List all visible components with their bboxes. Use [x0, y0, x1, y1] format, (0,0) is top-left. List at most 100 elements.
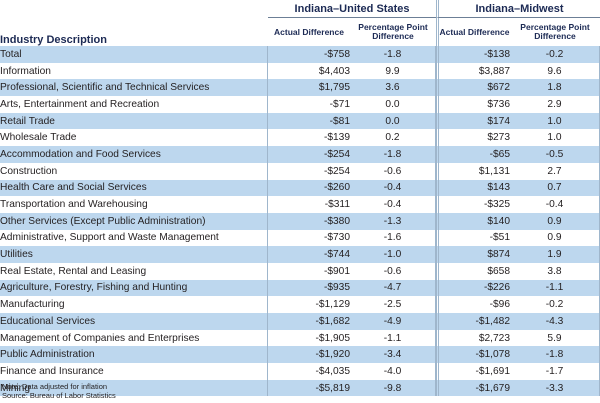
us-actual-cell: -$4,035: [268, 363, 350, 380]
mw-pct-cell: 0.9: [510, 229, 600, 247]
us-actual-cell: -$254: [268, 162, 350, 180]
mw-pct-cell: 3.8: [510, 262, 600, 280]
mw-actual-cell: $143: [436, 179, 511, 197]
mw-pct-cell: -0.4: [510, 196, 600, 213]
table-row: Real Estate, Rental and Leasing -$901 -0.6…: [0, 262, 600, 280]
table-row: Manufacturing -$1,129 -2.5 -$96 -0.2: [0, 296, 600, 313]
table-row: Retail Trade -$81 0.0 $174 1.0: [0, 112, 600, 130]
us-actual-cell: -$901: [268, 262, 350, 280]
table-row: Administrative, Support and Waste Manage…: [0, 229, 600, 247]
us-actual-cell: -$758: [268, 46, 350, 63]
table-row: Finance and Insurance -$4,035 -4.0 -$1,691-…: [0, 363, 600, 380]
mw-pct-cell: 9.6: [510, 62, 600, 80]
mw-actual-cell: $874: [436, 246, 511, 263]
mw-pct-cell: -1.7: [510, 363, 600, 380]
us-pct-cell: -4.7: [350, 279, 437, 297]
mw-actual-cell: -$1,078: [436, 346, 511, 364]
mw-pct-cell: 2.9: [510, 96, 600, 113]
industry-cell: Accommodation and Food Services: [0, 146, 268, 163]
industry-cell: Total: [0, 46, 268, 63]
mw-pct-cell: 1.0: [510, 112, 600, 130]
mw-actual-cell: $672: [436, 79, 511, 97]
us-pct-cell: -1.0: [350, 246, 437, 263]
mw-pct-cell: -1.8: [510, 346, 600, 364]
us-actual-cell: -$81: [268, 112, 350, 130]
mw-actual-cell: -$138: [436, 46, 511, 63]
mw-actual-cell: -$1,691: [436, 363, 511, 380]
mw-pct-cell: 0.7: [510, 179, 600, 197]
industry-cell: Management of Companies and Enterprises: [0, 329, 268, 347]
us-pct-cell: -4.0: [350, 363, 437, 380]
us-pct-cell: -4.9: [350, 313, 437, 330]
industry-cell: Public Administration: [0, 346, 268, 364]
mw-actual-cell: $1,131: [436, 162, 511, 180]
mw-pct-cell: 1.0: [510, 129, 600, 147]
table-row: Arts, Entertainment and Recreation -$71 0.…: [0, 96, 600, 113]
us-pct-cell: -1.1: [350, 329, 437, 347]
table-row: Agriculture, Forestry, Fishing and Hunti…: [0, 279, 600, 297]
industry-cell: Educational Services: [0, 313, 268, 330]
mw-pct-cell: -3.3: [510, 379, 600, 397]
industry-cell: Professional, Scientific and Technical S…: [0, 79, 268, 97]
table-body: Total -$758 -1.8 -$138 -0.2 Information $4,403…: [0, 46, 600, 397]
mw-pct-cell: 0.9: [510, 212, 600, 230]
us-pct-cell: 3.6: [350, 79, 437, 97]
us-actual-cell: $4,403: [268, 62, 350, 80]
industry-cell: Utilities: [0, 246, 268, 263]
mw-actual-cell: -$325: [436, 196, 511, 213]
us-actual-cell: -$254: [268, 146, 350, 163]
industry-cell: Agriculture, Forestry, Fishing and Hunti…: [0, 279, 268, 297]
industry-cell: Arts, Entertainment and Recreation: [0, 96, 268, 113]
table-row: Transportation and Warehousing -$311 -0.4-…: [0, 196, 600, 213]
mw-actual-cell: $2,723: [436, 329, 511, 347]
industry-cell: Manufacturing: [0, 296, 268, 313]
table-row: Management of Companies and Enterprises -…: [0, 329, 600, 347]
header-us-actual-difference: Actual Difference: [268, 18, 350, 46]
mw-actual-cell: -$51: [436, 229, 511, 247]
us-actual-cell: -$1,129: [268, 296, 350, 313]
industry-cell: Finance and Insurance: [0, 363, 268, 380]
mw-actual-cell: $3,887: [436, 62, 511, 80]
industry-cell: Construction: [0, 162, 268, 180]
mw-actual-cell: $140: [436, 212, 511, 230]
us-pct-cell: -9.8: [350, 379, 437, 397]
table-row: Professional, Scientific and Technical S…: [0, 79, 600, 97]
us-pct-cell: -0.4: [350, 196, 437, 213]
mw-actual-cell: -$1,482: [436, 313, 511, 330]
header-indiana-midwest: Indiana–Midwest: [436, 0, 600, 18]
table-row: Utilities -$744 -1.0 $874 1.9: [0, 246, 600, 263]
table-row: Accommodation and Food Services -$254 -1.8…: [0, 146, 600, 163]
table-row: Public Administration -$1,920 -3.4 -$1,078-…: [0, 346, 600, 364]
table-row: Health Care and Social Services -$260 -0.4…: [0, 179, 600, 197]
us-pct-cell: 0.0: [350, 96, 437, 113]
footer-note: Note: Data adjusted for inflation: [2, 382, 108, 391]
industry-cell: Administrative, Support and Waste Manage…: [0, 229, 268, 247]
header-indiana-united-states: Indiana–United States: [268, 0, 437, 18]
us-actual-cell: -$935: [268, 279, 350, 297]
header-mw-percentage-point-difference: Percentage Point Difference: [510, 18, 600, 46]
us-actual-cell: -$260: [268, 179, 350, 197]
industry-cell: Retail Trade: [0, 112, 268, 130]
us-actual-cell: -$1,905: [268, 329, 350, 347]
mw-actual-cell: -$65: [436, 146, 511, 163]
mw-actual-cell: $174: [436, 112, 511, 130]
table-row: Information $4,403 9.9 $3,887 9.6: [0, 62, 600, 80]
mw-pct-cell: -1.1: [510, 279, 600, 297]
mw-actual-cell: -$226: [436, 279, 511, 297]
mw-actual-cell: -$1,679: [436, 379, 511, 397]
industry-cell: Health Care and Social Services: [0, 179, 268, 197]
mw-actual-cell: $736: [436, 96, 511, 113]
us-actual-cell: -$311: [268, 196, 350, 213]
mw-pct-cell: -4.3: [510, 313, 600, 330]
us-pct-cell: -0.6: [350, 262, 437, 280]
us-pct-cell: 0.2: [350, 129, 437, 147]
mw-pct-cell: -0.2: [510, 296, 600, 313]
us-pct-cell: -1.6: [350, 229, 437, 247]
table-row: Total -$758 -1.8 -$138 -0.2: [0, 46, 600, 63]
industry-cell: Real Estate, Rental and Leasing: [0, 262, 268, 280]
mw-actual-cell: $273: [436, 129, 511, 147]
mw-pct-cell: 5.9: [510, 329, 600, 347]
industry-cell: Transportation and Warehousing: [0, 196, 268, 213]
us-pct-cell: 0.0: [350, 112, 437, 130]
